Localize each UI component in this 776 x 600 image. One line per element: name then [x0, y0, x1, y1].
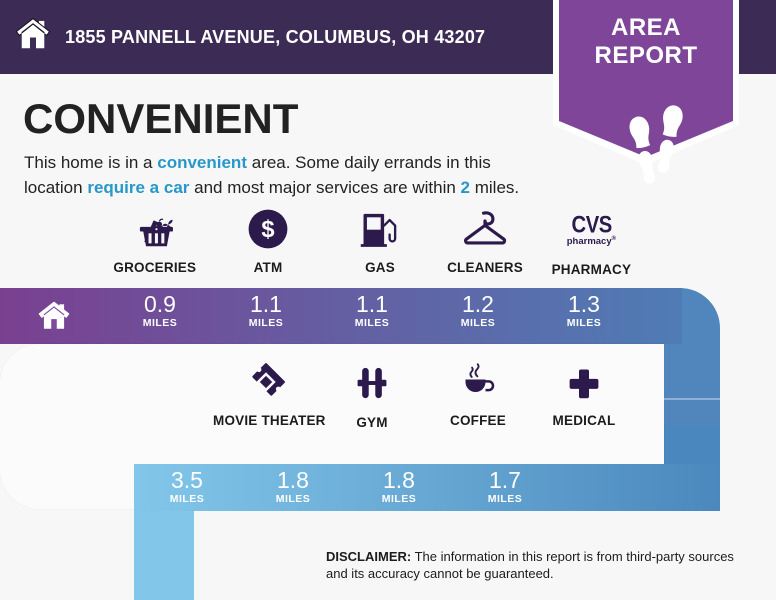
svg-text:$: $ — [261, 217, 274, 243]
